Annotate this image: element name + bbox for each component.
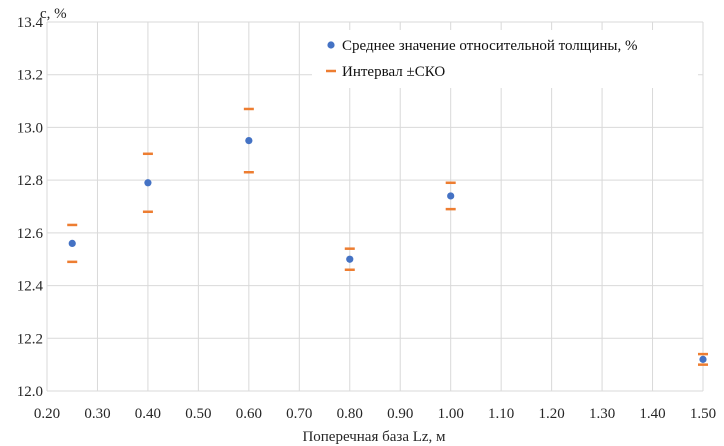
mean-point (144, 179, 152, 187)
y-tick-label: 12.2 (17, 331, 43, 347)
legend-background (312, 30, 698, 88)
legend-label-mean: Среднее значение относительной толщины, … (342, 38, 637, 54)
mean-point (245, 137, 253, 145)
y-axis-tick-labels: 12.0 12.2 12.4 12.6 12.8 13.0 13.2 13.4 (17, 15, 44, 400)
x-tick-label: 1.10 (488, 406, 514, 422)
x-tick-label: 0.90 (387, 406, 413, 422)
legend: Среднее значение относительной толщины, … (312, 30, 698, 88)
x-tick-label: 0.70 (286, 406, 312, 422)
x-tick-label: 0.50 (185, 406, 211, 422)
data-marks (67, 107, 708, 366)
y-tick-label: 12.8 (17, 173, 43, 189)
x-tick-label: 1.00 (438, 406, 464, 422)
x-axis-tick-labels: 0.20 0.30 0.40 0.50 0.60 0.70 0.80 0.90 1.00 1.10… (34, 406, 716, 422)
legend-marker-mean (327, 41, 335, 49)
mean-point (447, 192, 455, 200)
mean-point (68, 239, 76, 247)
x-tick-label: 0.20 (34, 406, 60, 422)
x-tick-label: 1.30 (589, 406, 615, 422)
x-tick-label: 0.40 (135, 406, 161, 422)
x-tick-label: 0.80 (337, 406, 363, 422)
x-tick-label: 1.40 (639, 406, 665, 422)
x-tick-label: 1.50 (690, 406, 716, 422)
y-tick-label: 13.0 (17, 120, 43, 136)
x-tick-label: 0.60 (236, 406, 262, 422)
legend-label-interval: Интервал ±СКО (342, 64, 445, 80)
x-axis-label: Поперечная база Lz, м (302, 429, 446, 445)
y-tick-label: 12.4 (17, 279, 44, 295)
y-axis-label: c, % (40, 6, 67, 22)
mean-point (699, 355, 707, 363)
y-tick-label: 13.2 (17, 68, 43, 84)
x-tick-label: 1.20 (538, 406, 564, 422)
horizontal-gridlines (47, 21, 703, 392)
mean-point (346, 255, 354, 263)
x-tick-label: 0.30 (84, 406, 110, 422)
y-tick-label: 13.4 (17, 15, 44, 31)
y-tick-label: 12.0 (17, 384, 43, 400)
y-tick-label: 12.6 (17, 226, 44, 242)
